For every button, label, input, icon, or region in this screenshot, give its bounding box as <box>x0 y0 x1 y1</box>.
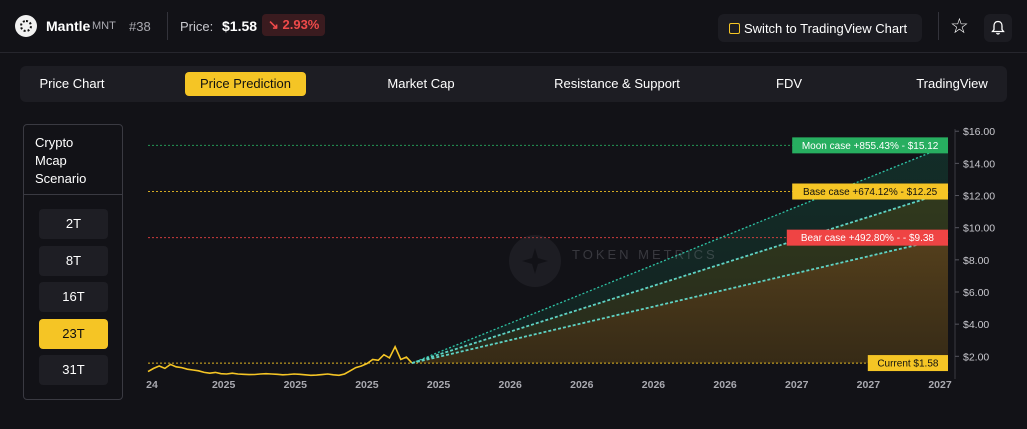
y-tick-label: $6.00 <box>963 287 989 299</box>
price-value: $1.58 <box>222 18 258 34</box>
x-tick-label: 2027 <box>928 379 952 391</box>
y-tick-label: $14.00 <box>963 158 995 170</box>
bear-projection-line <box>411 236 949 364</box>
bell-icon <box>991 20 1005 35</box>
base-projection-line <box>411 190 949 364</box>
x-tick-label: 2025 <box>284 379 308 391</box>
tab-resistance-support[interactable]: Resistance & Support <box>554 76 680 91</box>
tab-market-cap[interactable]: Market Cap <box>387 76 455 91</box>
mcap-scenario-panel: Crypto Mcap Scenario 2T 8T 16T 23T 31T <box>23 124 123 400</box>
scenario-divider <box>24 194 122 195</box>
moon-case-label: Moon case +855.43% - $15.12 <box>792 137 948 154</box>
moon-projection-line <box>411 144 949 364</box>
price-label: Price: <box>180 19 214 34</box>
base-case-label-text: Base case +674.12% - $12.25 <box>803 187 938 198</box>
scenario-16t-button[interactable]: 16T <box>39 282 108 312</box>
bear-case-label: Bear case +492.80% - - $9.38 <box>786 229 948 246</box>
moon-case-label-text: Moon case +855.43% - $15.12 <box>802 141 939 152</box>
x-tick-label: 2027 <box>857 379 881 391</box>
y-tick-label: $8.00 <box>963 255 989 267</box>
header-divider <box>167 12 168 40</box>
current-price-label: Current $1.58 <box>867 355 948 372</box>
y-tick-label: $16.00 <box>963 126 995 138</box>
x-tick-label: 2025 <box>355 379 379 391</box>
current-price-label-bg <box>867 355 948 372</box>
scenario-8t-button[interactable]: 8T <box>39 246 108 276</box>
tab-price-prediction[interactable]: Price Prediction <box>185 72 306 96</box>
tab-price-chart[interactable]: Price Chart <box>39 76 105 91</box>
coin-symbol: MNT <box>92 20 116 32</box>
y-tick-label: $10.00 <box>963 223 995 235</box>
x-tick-label: 2026 <box>499 379 523 391</box>
x-tick-label: 2025 <box>212 379 236 391</box>
bear-case-label-bg <box>786 229 948 246</box>
price-change-badge: ↘ 2.93% <box>262 14 326 36</box>
switch-tradingview-button[interactable]: Switch to TradingView Chart <box>718 14 922 42</box>
scenario-2t-button[interactable]: 2T <box>39 209 108 239</box>
current-price-label-text: Current $1.58 <box>877 359 939 370</box>
y-tick-label: $4.00 <box>963 319 989 331</box>
watermark-text: TOKEN METRICS <box>572 247 718 262</box>
x-tick-label: 2025 <box>427 379 451 391</box>
scenario-31t-button[interactable]: 31T <box>39 355 108 385</box>
base-case-label: Base case +674.12% - $12.25 <box>792 183 948 200</box>
mantle-logo-icon <box>15 15 37 37</box>
price-prediction-chart: TOKEN METRICS $2.00 $4.00 $6.00 $8.00 $10.00… <box>146 126 995 391</box>
chart-tabs: Price Chart Price Prediction Market Cap … <box>20 66 1007 102</box>
x-tick-label: 2026 <box>642 379 666 391</box>
coin-name: Mantle <box>46 18 91 34</box>
base-case-label-bg <box>792 183 948 200</box>
tokenmetrics-watermark: TOKEN METRICS <box>509 235 718 287</box>
moon-case-label-bg <box>792 137 948 154</box>
chart-icon <box>729 23 740 34</box>
scenario-title: Crypto Mcap Scenario <box>35 135 87 186</box>
y-tick-label: $2.00 <box>963 351 989 363</box>
coin-rank: #38 <box>129 19 151 34</box>
x-tick-label: 2027 <box>785 379 809 391</box>
price-history-line <box>147 344 413 377</box>
tab-fdv[interactable]: FDV <box>776 76 802 91</box>
x-tick-label: 24 <box>146 379 158 391</box>
star-icon[interactable]: ☆ <box>950 15 969 38</box>
header-divider-2 <box>938 12 939 40</box>
tab-tradingview[interactable]: TradingView <box>916 76 988 91</box>
bear-case-label-text: Bear case +492.80% - - $9.38 <box>801 233 935 244</box>
y-tick-label: $12.00 <box>963 191 995 203</box>
notifications-button[interactable] <box>984 14 1012 42</box>
top-bar: Mantle MNT #38 Price: $1.58 ↘ 2.93% Swit… <box>0 0 1027 53</box>
switch-tradingview-label: Switch to TradingView Chart <box>744 21 908 36</box>
x-tick-label: 2026 <box>713 379 737 391</box>
x-tick-label: 2026 <box>570 379 594 391</box>
scenario-23t-button[interactable]: 23T <box>39 319 108 349</box>
